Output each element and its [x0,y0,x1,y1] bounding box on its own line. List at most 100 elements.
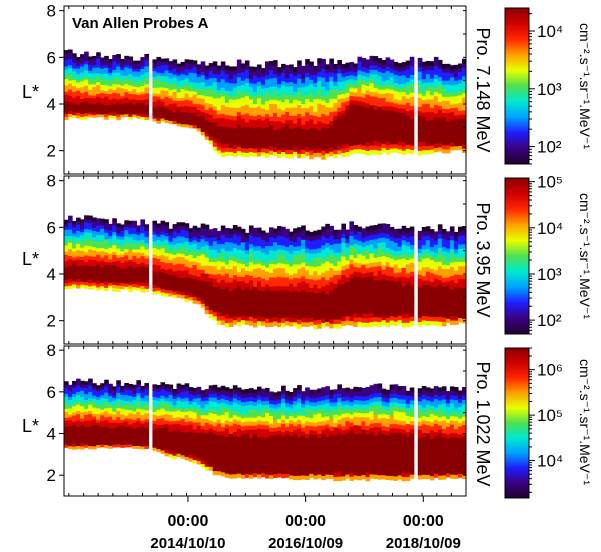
spectrogram-cell [457,317,463,323]
spectrogram-cell [144,236,150,241]
spectrogram-cell [397,71,403,76]
spectrogram-cell [132,223,137,228]
spectrogram-cell [104,419,109,424]
spectrogram-cell [248,90,254,96]
spectrogram-cell [84,245,89,249]
spectrogram-cell [329,300,334,306]
spectrogram-cell [429,294,435,300]
spectrogram-cell [184,283,190,288]
spectrogram-cell [285,73,290,79]
spectrogram-cell [216,69,222,75]
spectrogram-cell [285,94,290,100]
spectrogram-cell [120,408,125,412]
spectrogram-cell [437,146,443,152]
spectrogram-cell [200,78,206,82]
spectrogram-cell [112,435,117,440]
spectrogram-cell [305,247,310,253]
spectrogram-cell [68,416,73,421]
spectrogram-cell [120,239,125,243]
spectrogram-cell [260,88,266,93]
spectrogram-cell [429,107,435,112]
spectrogram-cell [208,117,214,123]
spectrogram-cell [172,88,178,92]
spectrogram-cell [188,267,194,272]
spectrogram-cell [244,69,250,75]
spectrogram-cell [449,235,455,241]
spectrogram-cell [236,249,242,255]
spectrogram-cell [128,418,133,422]
spectrogram-cell [172,280,178,285]
spectrogram-cell [92,67,97,71]
spectrogram-cell [421,311,427,317]
spectrogram-cell [120,247,125,252]
spectrogram-cell [132,233,137,237]
spectrogram-cell [445,112,451,118]
spectrogram-cell [76,259,81,263]
spectrogram-cell [228,321,234,328]
spectrogram-cell [252,299,258,305]
spectrogram-cell [425,262,431,268]
spectrogram-cell [188,293,194,298]
spectrogram-cell [361,241,367,247]
spectrogram-cell [289,140,294,146]
spectrogram-cell [373,289,379,295]
spectrogram-cell [365,124,371,130]
spectrogram-cell [200,124,206,129]
spectrogram-cell [140,219,145,224]
spectrogram-cell [252,250,258,256]
spectrogram-cell [293,131,298,136]
spectrogram-cell [321,276,326,282]
spectrogram-cell [361,140,367,146]
spectrogram-cell [361,246,367,252]
spectrogram-cell [184,241,190,246]
spectrogram-cell [196,115,202,120]
spectrogram-cell [357,139,363,145]
spectrogram-cell [164,245,170,250]
spectrogram-cell [381,134,387,140]
spectrogram-cell [172,264,178,269]
spectrogram-cell [301,70,306,75]
spectrogram-cell [401,271,407,278]
spectrogram-cell [220,234,226,240]
spectrogram-cell [68,225,73,230]
spectrogram-cell [293,237,298,243]
spectrogram-cell [64,266,69,271]
spectrogram-cell [64,222,69,227]
spectrogram-cell [88,108,93,112]
spectrogram-cell [196,227,202,232]
spectrogram-cell [124,438,129,442]
spectrogram-cell [112,89,117,93]
spectrogram-cell [313,123,318,129]
spectrogram-cell [96,286,101,291]
spectrogram-cell [365,276,371,282]
spectrogram-cell [277,67,282,72]
spectrogram-cell [104,395,109,399]
spectrogram-cell [240,272,246,277]
spectrogram-cell [337,137,342,142]
spectrogram-cell [196,100,202,105]
spectrogram-cell [76,106,81,111]
spectrogram-cell [212,117,218,123]
spectrogram-cell [72,387,77,391]
spectrogram-cell [132,83,137,87]
spectrogram-cell [168,100,174,105]
spectrogram-cell [252,144,258,149]
spectrogram-cell [449,230,455,236]
spectrogram-cell [345,229,351,235]
spectrogram-cell [172,100,178,104]
spectrogram-cell [144,263,150,268]
spectrogram-cell [244,121,250,127]
spectrogram-cell [216,286,222,291]
spectrogram-cell [80,250,85,254]
spectrogram-cell [76,114,81,119]
spectrogram-cell [64,226,69,230]
spectrogram-cell [445,84,451,89]
spectrogram-cell [441,290,447,296]
spectrogram-cell [140,85,145,89]
spectrogram-cell [132,113,137,118]
spectrogram-cell [164,249,170,254]
spectrogram-cell [341,255,346,262]
spectrogram-cell [68,281,73,286]
spectrogram-cell [132,236,137,241]
spectrogram-cell [132,78,137,82]
